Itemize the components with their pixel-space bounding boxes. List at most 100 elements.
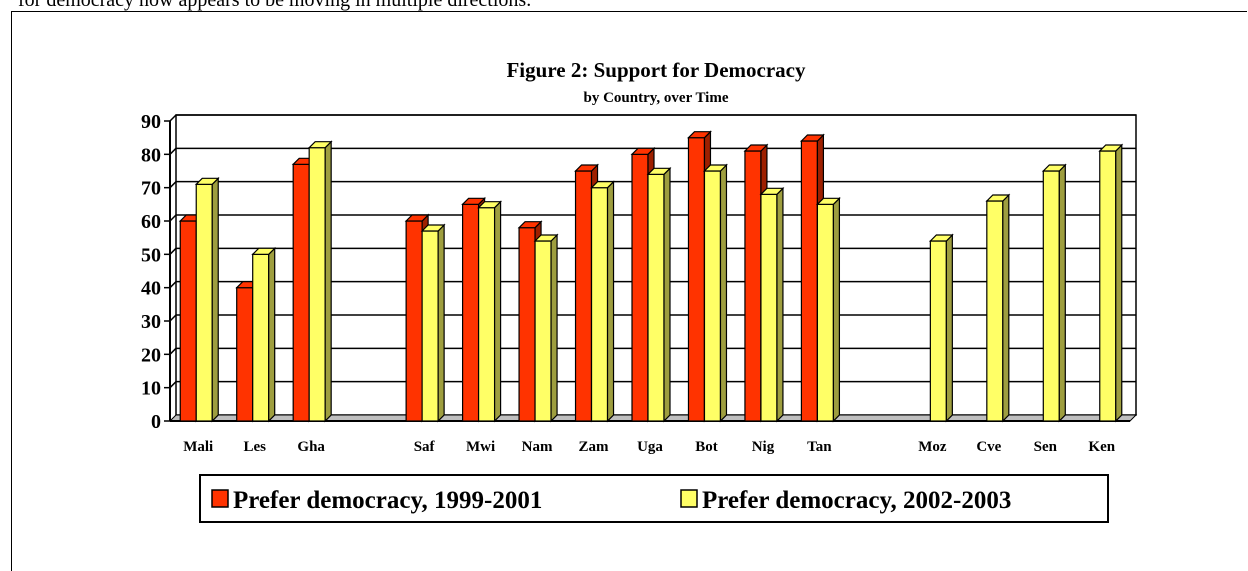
- bar-side-face: [1002, 193, 1010, 423]
- bar-2002-2003-moz: [928, 233, 954, 423]
- bar-front-face: [687, 137, 706, 422]
- legend-swatch-1: [211, 489, 229, 508]
- bar-front-face: [292, 163, 310, 422]
- bar-top-face: [1041, 164, 1067, 172]
- bar-side-face: [776, 186, 784, 423]
- bar-front-face: [252, 253, 270, 422]
- y-tick-label: 30: [141, 311, 161, 333]
- bar-front-face: [477, 207, 496, 422]
- bar-2002-2003-uga: [646, 166, 672, 423]
- bar-front-face: [179, 220, 197, 422]
- x-tick-label-uga: Uga: [637, 439, 663, 455]
- bar-top-face: [928, 234, 954, 242]
- bar-side-face: [663, 166, 671, 423]
- bar-front-face: [421, 230, 439, 422]
- x-tick-label-moz: Moz: [918, 439, 947, 455]
- bar-2002-2003-nig: [759, 186, 785, 423]
- legend-box: [199, 474, 1109, 523]
- bar-2002-2003-nam: [533, 233, 559, 423]
- bar-2002-2003-saf: [420, 223, 446, 423]
- bar-top-face: [759, 187, 785, 195]
- figure-frame: [11, 11, 1247, 571]
- bar-side-face: [437, 223, 445, 423]
- bar-front-face: [574, 170, 593, 422]
- bar-side-face: [832, 196, 841, 423]
- bar-top-face: [703, 164, 728, 172]
- y-tick-label: 70: [141, 178, 161, 200]
- gridline-diagonal: [169, 114, 177, 122]
- x-tick-label-saf: Saf: [414, 439, 436, 455]
- bar-side-face: [211, 176, 219, 423]
- bar-2002-2003-zam: [590, 180, 615, 423]
- bar-front-face: [534, 240, 552, 422]
- bar-top-face: [477, 201, 503, 209]
- x-tick-label-ken: Ken: [1088, 439, 1115, 455]
- x-tick-label-cve: Cve: [976, 439, 1001, 455]
- bar-side-face: [268, 246, 276, 423]
- bar-front-face: [195, 183, 213, 422]
- bar-top-face: [574, 164, 599, 172]
- bar-top-face: [799, 134, 825, 142]
- bar-top-face: [646, 167, 672, 175]
- bar-top-face: [1098, 144, 1124, 152]
- bar-2002-2003-sen: [1041, 163, 1067, 423]
- bar-top-face: [815, 197, 841, 205]
- y-tick-label: 40: [141, 278, 161, 300]
- bar-side-face: [550, 233, 558, 423]
- x-tick-label-nig: Nig: [752, 439, 775, 455]
- x-tick-label-bot: Bot: [695, 439, 718, 455]
- x-tick-label-mali: Mali: [183, 439, 213, 455]
- bar-side-face: [606, 180, 615, 423]
- x-tick-label-tan: Tan: [807, 439, 832, 455]
- bar-top-face: [630, 147, 656, 155]
- x-tick-label-les: Les: [243, 439, 266, 455]
- bar-side-face: [324, 140, 332, 423]
- y-tick-label: 20: [141, 344, 161, 366]
- bar-top-face: [307, 141, 333, 149]
- bar-front-face: [518, 227, 536, 422]
- bar-top-face: [687, 131, 712, 139]
- bar-front-face: [1099, 150, 1117, 422]
- bar-top-face: [743, 144, 769, 152]
- bar-front-face: [703, 170, 722, 422]
- bar-front-face: [816, 203, 835, 422]
- bar-front-face: [760, 193, 778, 422]
- y-tick-label: 60: [141, 211, 161, 233]
- legend: Prefer democracy, 1999-2001 Prefer democr…: [199, 474, 1109, 523]
- x-tick-label-gha: Gha: [297, 439, 325, 455]
- bar-side-face: [1115, 143, 1123, 423]
- bar-side-face: [1058, 163, 1066, 423]
- y-tick-label: 10: [141, 378, 161, 400]
- bar-front-face: [461, 203, 480, 422]
- bar-2002-2003-mali: [194, 176, 220, 423]
- x-tick-label-zam: Zam: [579, 439, 610, 455]
- bar-front-face: [986, 200, 1004, 422]
- x-tick-label-mwi: Mwi: [466, 439, 495, 455]
- bar-top-face: [461, 197, 487, 205]
- bar-top-face: [533, 234, 559, 242]
- bar-front-face: [744, 150, 762, 422]
- bar-top-face: [194, 177, 220, 185]
- legend-label-1: Prefer democracy, 1999-2001: [233, 487, 542, 514]
- bar-2002-2003-ken: [1098, 143, 1124, 423]
- bar-side-face: [945, 233, 953, 423]
- legend-swatch-2: [680, 489, 698, 508]
- bar-front-face: [236, 287, 254, 422]
- chart-title: Figure 2: Support for Democracy: [506, 58, 806, 82]
- y-tick-label: 50: [141, 244, 161, 266]
- bar-front-face: [647, 173, 665, 422]
- bar-2002-2003-cve: [985, 193, 1011, 423]
- bar-top-face: [404, 214, 430, 222]
- x-tick-label-nam: Nam: [522, 439, 553, 455]
- bar-2002-2003-tan: [815, 196, 841, 423]
- bar-top-face: [251, 247, 277, 255]
- bar-top-face: [985, 194, 1011, 202]
- bar-front-face: [800, 140, 819, 422]
- bar-2002-2003-bot: [703, 163, 728, 423]
- bar-top-face: [590, 181, 615, 189]
- legend-label-2: Prefer democracy, 2002-2003: [702, 487, 1011, 514]
- body-text-fragment: for democracy now appears to be moving i…: [18, 0, 532, 11]
- bar-front-face: [631, 153, 649, 422]
- bar-front-face: [308, 147, 326, 422]
